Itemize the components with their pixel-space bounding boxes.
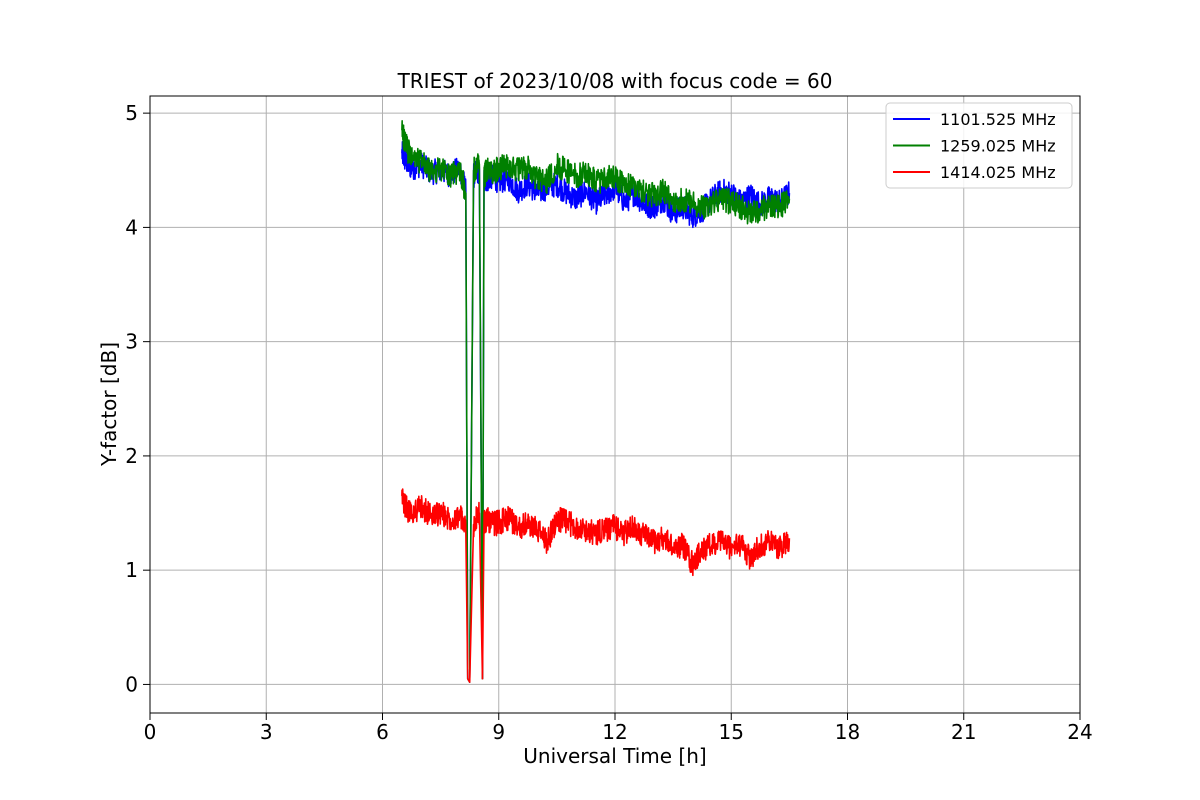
- x-tick-label: 24: [1067, 720, 1092, 744]
- y-tick-label: 1: [125, 558, 138, 582]
- series-line: [401, 120, 791, 683]
- chart-title: TRIEST of 2023/10/08 with focus code = 6…: [397, 69, 833, 93]
- y-tick-label: 2: [125, 444, 138, 468]
- y-tick-label: 4: [125, 215, 138, 239]
- x-tick-label: 3: [260, 720, 273, 744]
- x-tick-label: 21: [951, 720, 976, 744]
- x-tick-label: 18: [835, 720, 860, 744]
- legend-box: [885, 102, 1073, 189]
- y-tick-label: 5: [125, 101, 138, 125]
- y-axis-ticks: 0 1 2 3 4 5: [125, 101, 150, 696]
- y-tick-label: 0: [125, 672, 138, 696]
- x-tick-label: 12: [602, 720, 627, 744]
- legend-label: 1259.025 MHz: [940, 137, 1056, 156]
- x-tick-label: 6: [376, 720, 389, 744]
- x-axis-label: Universal Time [h]: [523, 744, 706, 768]
- x-tick-label: 9: [492, 720, 505, 744]
- legend: 1101.525 MHz 1259.025 MHz 1414.025 MHz: [885, 102, 1073, 189]
- x-tick-label: 0: [144, 720, 157, 744]
- legend-label: 1101.525 MHz: [940, 110, 1056, 129]
- y-tick-label: 3: [125, 330, 138, 354]
- legend-label: 1414.025 MHz: [940, 163, 1056, 182]
- series-lines: [401, 120, 791, 683]
- x-tick-label: 15: [719, 720, 744, 744]
- y-axis-label: Y-factor [dB]: [97, 342, 121, 467]
- x-axis-ticks: 0 3 6 9 12 15 18 21 24: [144, 713, 1093, 744]
- series-line: [401, 488, 791, 683]
